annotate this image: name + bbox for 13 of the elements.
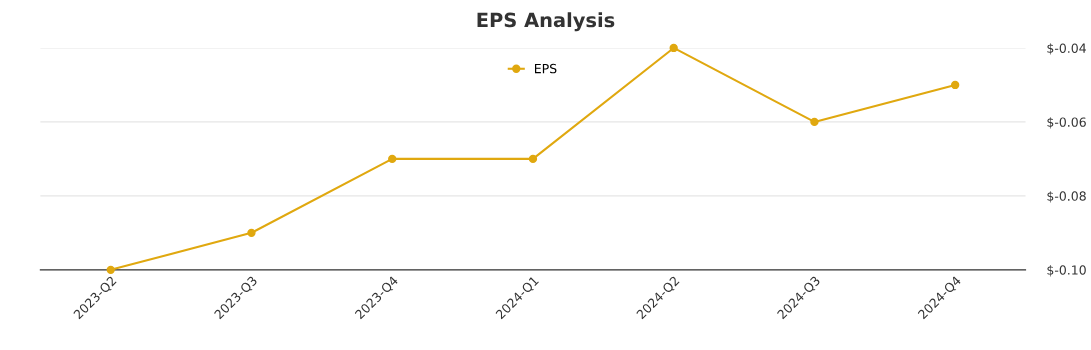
point [106, 265, 115, 275]
y-tick-label: $-0.06 [1047, 117, 1086, 129]
legend-label: EPS [534, 63, 557, 74]
y-tick-label: $-0.04 [1047, 43, 1086, 55]
point [388, 154, 397, 164]
y-tick-label: $-0.08 [1047, 191, 1086, 203]
point [951, 80, 960, 90]
point [528, 154, 538, 164]
point [810, 117, 819, 127]
point [247, 228, 256, 238]
y-tick-label: $-0.10 [1047, 265, 1086, 277]
chart-title: EPS Analysis [477, 12, 615, 32]
point [669, 43, 678, 53]
